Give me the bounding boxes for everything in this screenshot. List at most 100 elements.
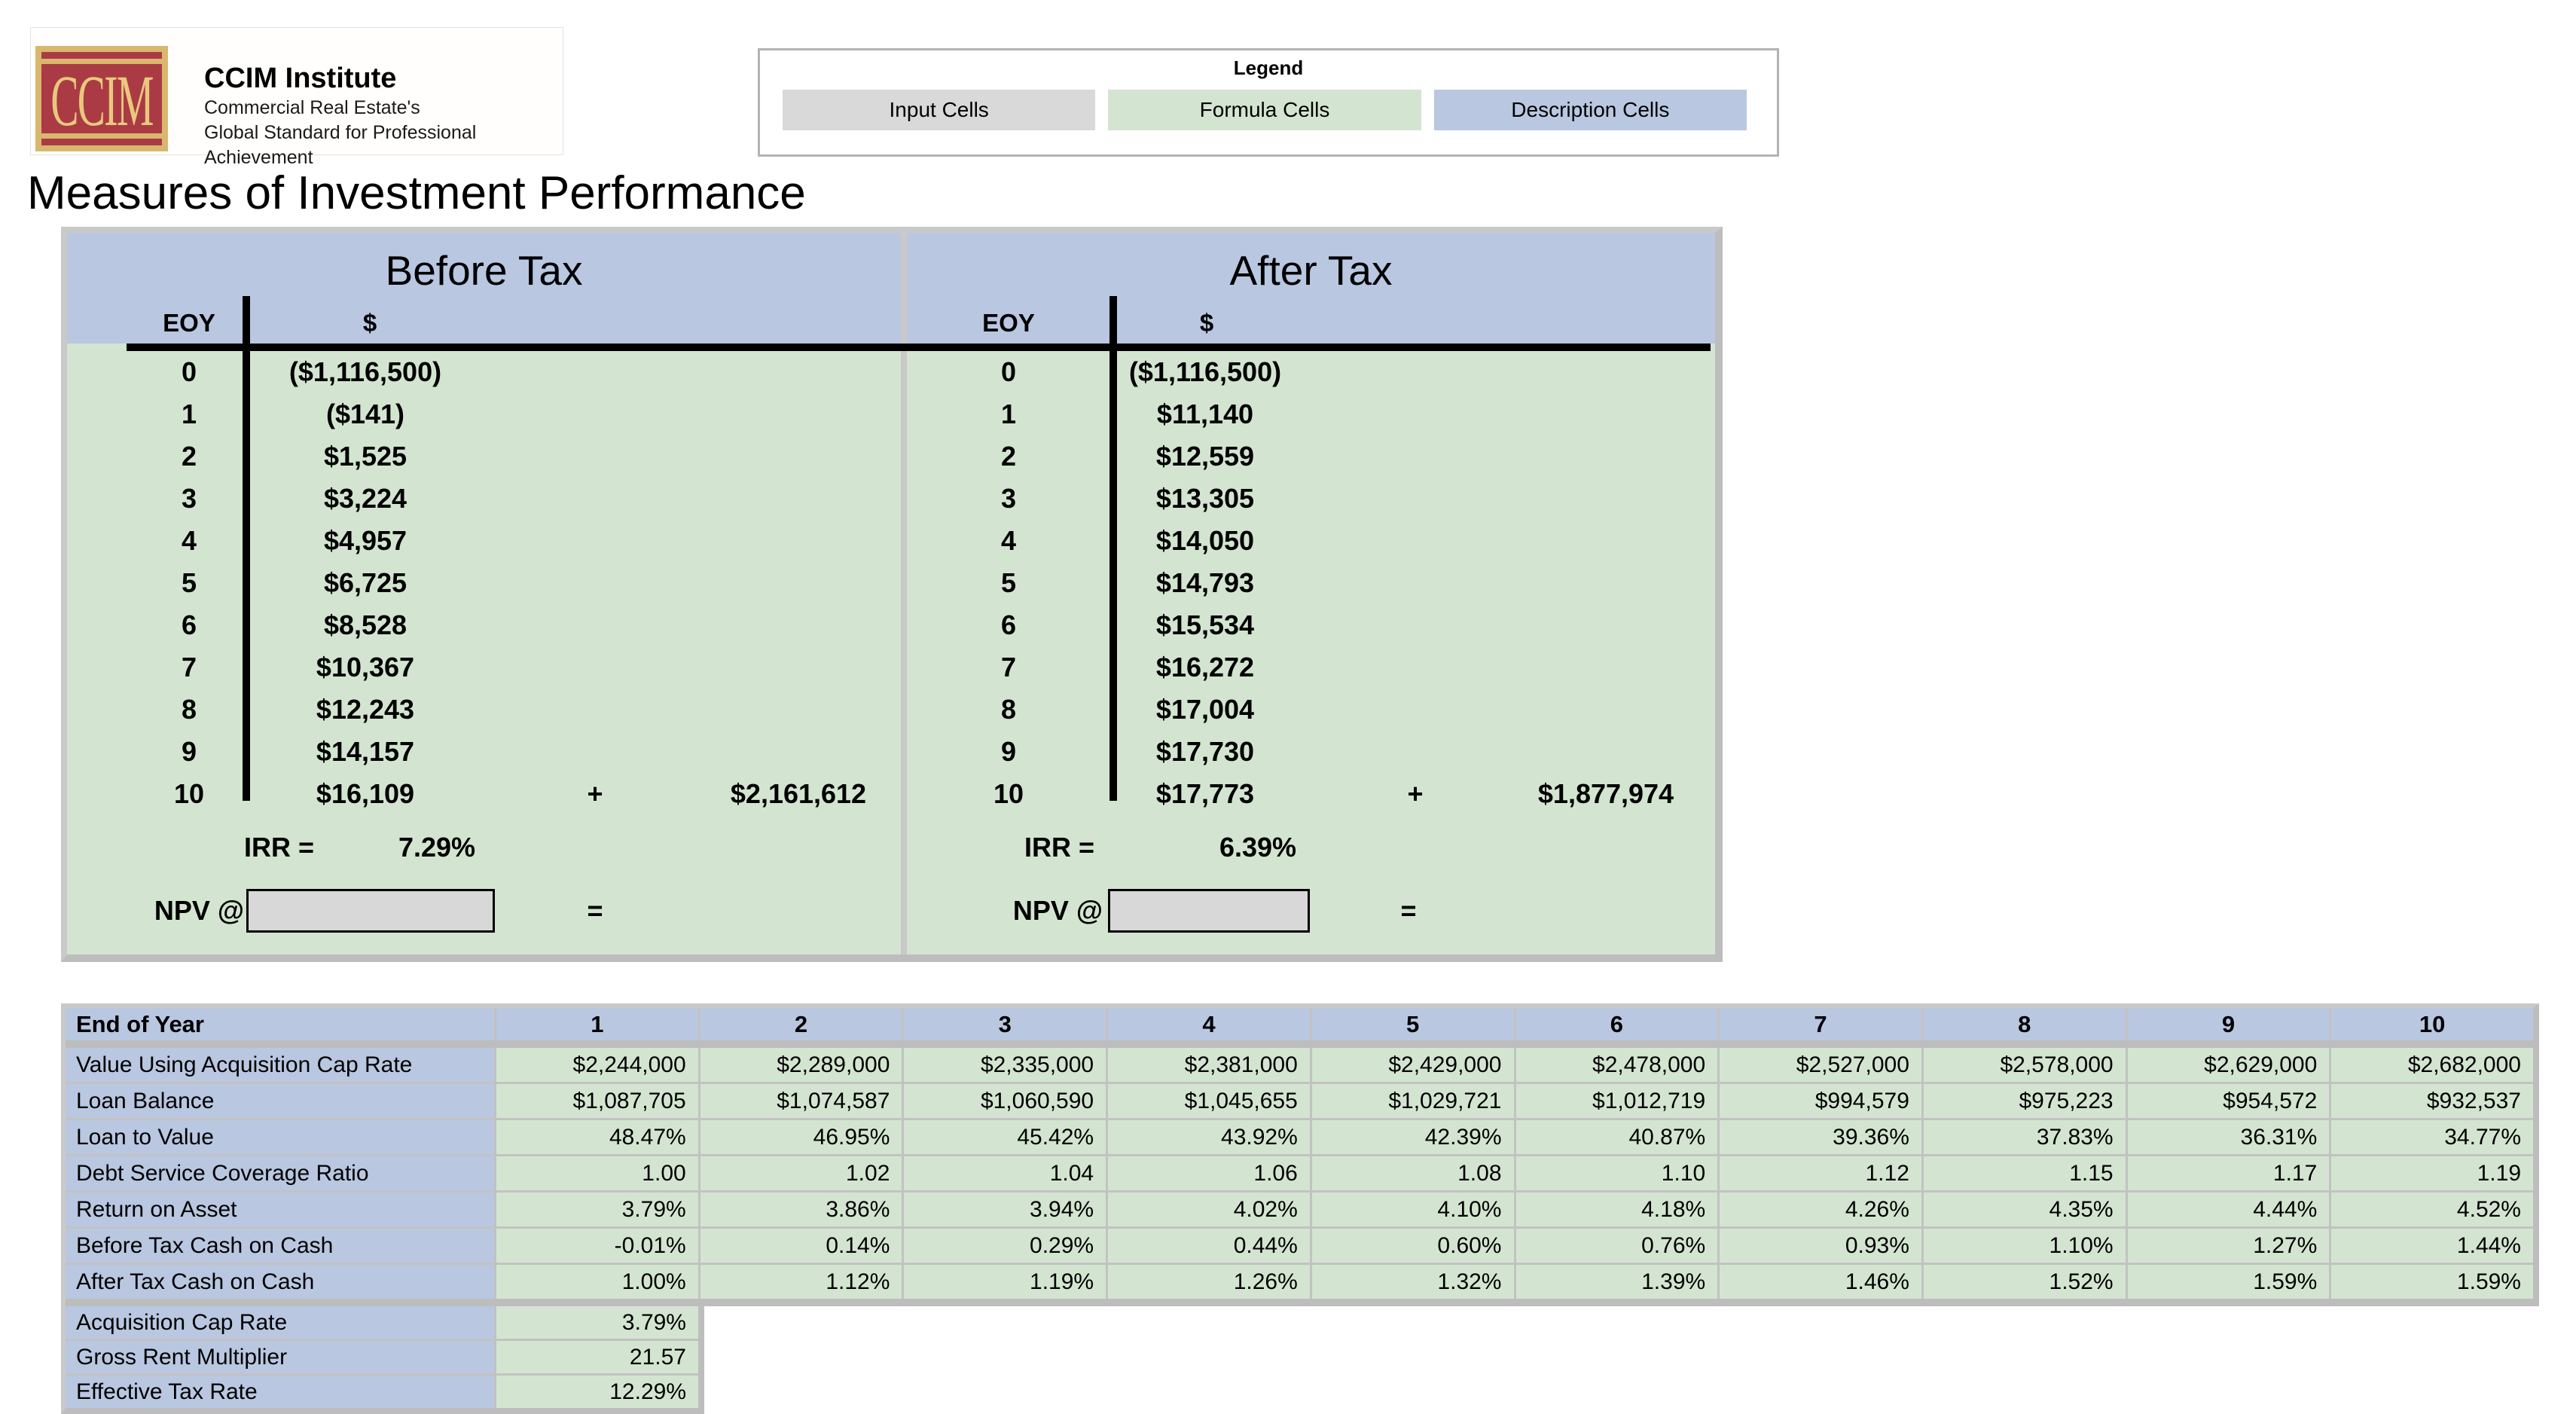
before-tax-title: Before Tax [385, 247, 583, 294]
metric-value: 0.60% [1311, 1229, 1514, 1263]
metric-value: 3.86% [700, 1193, 902, 1226]
metric-value: 1.10% [1923, 1229, 2126, 1263]
header-separator [66, 1040, 2533, 1048]
metric-value: 1.15 [1923, 1156, 2126, 1190]
emblem-stripe [41, 59, 162, 64]
eoy-value: 6 [1000, 609, 1017, 640]
cashflow-amount: $16,109 [316, 778, 415, 809]
metric-value: 3.79% [496, 1306, 698, 1339]
cashflow-amount: $17,004 [1155, 694, 1255, 725]
year-header: 2 [700, 1008, 902, 1040]
metric-value: 1.02 [700, 1156, 902, 1190]
metric-value: 42.39% [1311, 1120, 1514, 1154]
eoy-value: 6 [181, 609, 197, 640]
metric-value: 0.14% [700, 1229, 902, 1263]
metric-value: $1,087,705 [496, 1084, 698, 1118]
row-label: Debt Service Coverage Ratio [66, 1156, 494, 1190]
metric-value: $1,045,655 [1108, 1084, 1310, 1118]
metric-value: $994,579 [1720, 1084, 1921, 1118]
year-header: 4 [1108, 1008, 1310, 1040]
irr-label: IRR = [243, 832, 314, 863]
table-row: 1 $11,140 [907, 393, 1715, 435]
year-header: 6 [1515, 1008, 1718, 1040]
metric-value: $932,537 [2331, 1084, 2533, 1118]
table-row: 0 ($1,116,500) [907, 351, 1715, 393]
table-row: Debt Service Coverage Ratio 1.00 1.02 1.… [66, 1156, 2533, 1190]
row-label: Effective Tax Rate [66, 1376, 494, 1408]
table-row: 3 $13,305 [907, 478, 1715, 520]
year-header: 9 [2127, 1008, 2330, 1040]
row-label: Gross Rent Multiplier [66, 1341, 494, 1373]
eoy-value: 1 [1000, 399, 1017, 429]
eoy-column-header: EOY [163, 309, 215, 337]
metric-value: $2,478,000 [1515, 1048, 1718, 1082]
cashflow-amount: $15,534 [1155, 609, 1255, 640]
irr-label: IRR = [1024, 832, 1094, 863]
eoy-value: 10 [993, 778, 1024, 809]
metric-value: $975,223 [1923, 1084, 2126, 1118]
cashflow-amount: $1,525 [323, 441, 407, 472]
table-row: After Tax Cash on Cash 1.00% 1.12% 1.19%… [66, 1265, 2533, 1299]
npv-label: NPV @ [154, 895, 244, 926]
eoy-value: 8 [181, 694, 197, 725]
metric-value: 4.02% [1108, 1193, 1310, 1226]
legend-description-cells: Description Cells [1433, 90, 1747, 130]
metric-value: 3.79% [496, 1193, 698, 1226]
metric-value: 0.93% [1720, 1229, 1921, 1263]
cashflow-header-band [67, 233, 1715, 344]
table-row: 6 $15,534 [907, 604, 1715, 646]
cashflow-amount: ($1,116,500) [288, 356, 442, 387]
metric-value: 1.06 [1108, 1156, 1310, 1190]
metric-value: $2,429,000 [1311, 1048, 1514, 1082]
metric-value: 1.00 [496, 1156, 698, 1190]
equals-sign: = [587, 895, 603, 926]
cashflow-amount: $3,224 [323, 483, 407, 514]
legend-box: Legend Input Cells Formula Cells Descrip… [758, 48, 1779, 157]
metric-value: 1.08 [1311, 1156, 1514, 1190]
npv-rate-input[interactable] [1108, 889, 1310, 933]
metrics-table: End of Year 1 2 3 4 5 6 7 8 9 10 Value U… [61, 1003, 2539, 1306]
npv-row: NPV @ = [67, 887, 901, 934]
cashflow-amount: $13,305 [1155, 483, 1255, 514]
metric-value: 12.29% [496, 1376, 698, 1408]
cashflow-amount: $11,140 [1156, 399, 1254, 429]
year-header: 5 [1311, 1008, 1514, 1040]
metric-value: 45.42% [904, 1120, 1106, 1154]
metric-value: 1.27% [2127, 1229, 2330, 1263]
table-row: 1 ($141) [67, 393, 901, 435]
eoy-column-header: EOY [982, 309, 1035, 337]
before-tax-panel: Before Tax EOY $ 0 ($1,116,500) 1 ($141) 2… [67, 233, 901, 954]
after-tax-title: After Tax [1229, 247, 1393, 294]
metric-value: 4.44% [2127, 1193, 2330, 1226]
table-row: 2 $1,525 [67, 435, 901, 478]
metric-value: 4.18% [1515, 1193, 1718, 1226]
metric-value: $2,578,000 [1923, 1048, 2126, 1082]
row-label: Loan Balance [66, 1084, 494, 1118]
metric-value: 39.36% [1720, 1120, 1921, 1154]
metric-value: 36.31% [2127, 1120, 2330, 1154]
eoy-value: 2 [181, 441, 197, 472]
cashflow-amount: ($1,116,500) [1128, 356, 1282, 387]
metric-value: 0.44% [1108, 1229, 1310, 1263]
table-row: 4 $4,957 [67, 520, 901, 562]
metric-value: $2,289,000 [700, 1048, 902, 1082]
table-row: Value Using Acquisition Cap Rate $2,244,… [66, 1048, 2533, 1082]
ccim-logo: CCIM CCIM Institute Commercial Real Esta… [30, 27, 563, 168]
table-row: 9 $17,730 [907, 731, 1715, 773]
column-divider-line [243, 296, 250, 801]
cashflow-amount: $12,243 [316, 694, 415, 725]
emblem-stripe [41, 133, 162, 139]
metric-value: 3.94% [904, 1193, 1106, 1226]
logo-tagline-1: Commercial Real Estate's [204, 97, 420, 118]
cashflow-amount: $16,272 [1155, 652, 1255, 683]
metric-value: 1.44% [2331, 1229, 2533, 1263]
legend-formula-cells: Formula Cells [1108, 90, 1421, 130]
table-row: Before Tax Cash on Cash -0.01% 0.14% 0.2… [66, 1229, 2533, 1263]
npv-rate-input[interactable] [246, 889, 495, 933]
metric-value: $2,682,000 [2331, 1048, 2533, 1082]
metric-value: 21.57 [496, 1341, 698, 1373]
eoy-value: 4 [181, 525, 197, 556]
metrics-summary-block: Acquisition Cap Rate 3.79% Gross Rent Mu… [61, 1306, 704, 1414]
reversion-amount: $2,161,612 [730, 778, 867, 809]
metric-value: $954,572 [2127, 1084, 2330, 1118]
